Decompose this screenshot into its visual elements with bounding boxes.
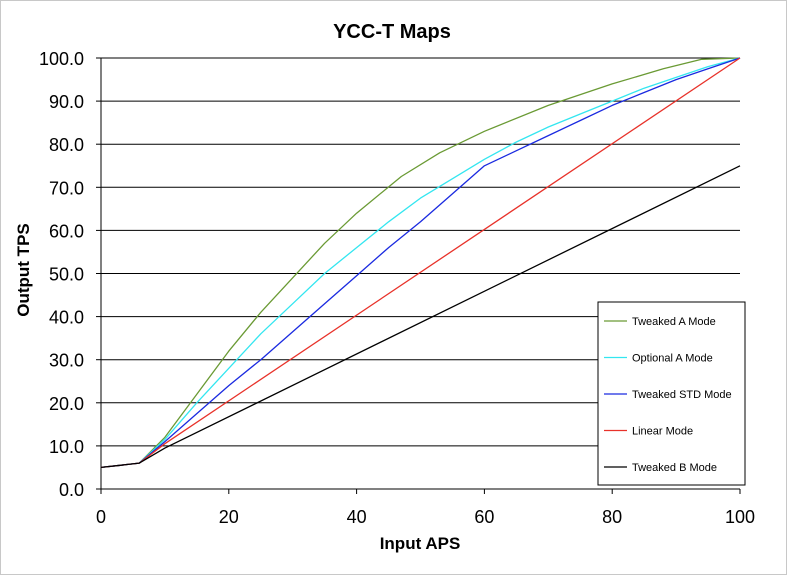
legend-label-linear-mode: Linear Mode <box>632 426 693 438</box>
y-tick-label: 90.0 <box>49 92 84 112</box>
chart-title: YCC-T Maps <box>333 21 451 43</box>
legend-label-tweaked-b-mode: Tweaked B Mode <box>632 462 717 474</box>
series-line-tweaked-b-mode <box>100 165 741 469</box>
y-tick-labels: 0.0 10.0 20.0 30.0 40.0 50.0 60.0 70.0 80.0 90.0 1… <box>39 49 101 500</box>
x-axis-label: Input APS <box>380 534 461 553</box>
x-tick-label: 100 <box>725 507 755 527</box>
axes <box>100 58 740 490</box>
legend-label-tweaked-a-mode: Tweaked A Mode <box>632 316 716 328</box>
x-tick-label: 20 <box>219 507 239 527</box>
y-axis-label: Output TPS <box>14 223 33 316</box>
y-tick-label: 100.0 <box>39 49 84 69</box>
legend-label-tweaked-std-mode: Tweaked STD Mode <box>632 389 732 401</box>
y-tick-label: 0.0 <box>59 480 84 500</box>
legend: Tweaked A Mode Optional A Mode Tweaked STD… <box>597 301 746 486</box>
x-tick-label: 80 <box>602 507 622 527</box>
y-tick-label: 80.0 <box>49 135 84 155</box>
y-tick-label: 70.0 <box>49 178 84 198</box>
y-tick-label: 40.0 <box>49 308 84 328</box>
y-tick-label: 20.0 <box>49 394 84 414</box>
x-tick-label: 60 <box>474 507 494 527</box>
legend-label-optional-a-mode: Optional A Mode <box>632 353 713 365</box>
x-tick-label: 0 <box>96 507 106 527</box>
series-line-tweaked-a-mode <box>100 57 741 469</box>
y-tick-label: 30.0 <box>49 351 84 371</box>
x-tick-labels: 0 20 40 60 80 100 <box>96 489 755 527</box>
series-lines <box>100 57 741 469</box>
series-line-optional-a-mode <box>100 57 741 469</box>
y-tick-label: 60.0 <box>49 221 84 241</box>
y-tick-label: 50.0 <box>49 265 84 285</box>
y-tick-label: 10.0 <box>49 437 84 457</box>
x-tick-label: 40 <box>347 507 367 527</box>
series-line-tweaked-std-mode <box>100 57 741 469</box>
